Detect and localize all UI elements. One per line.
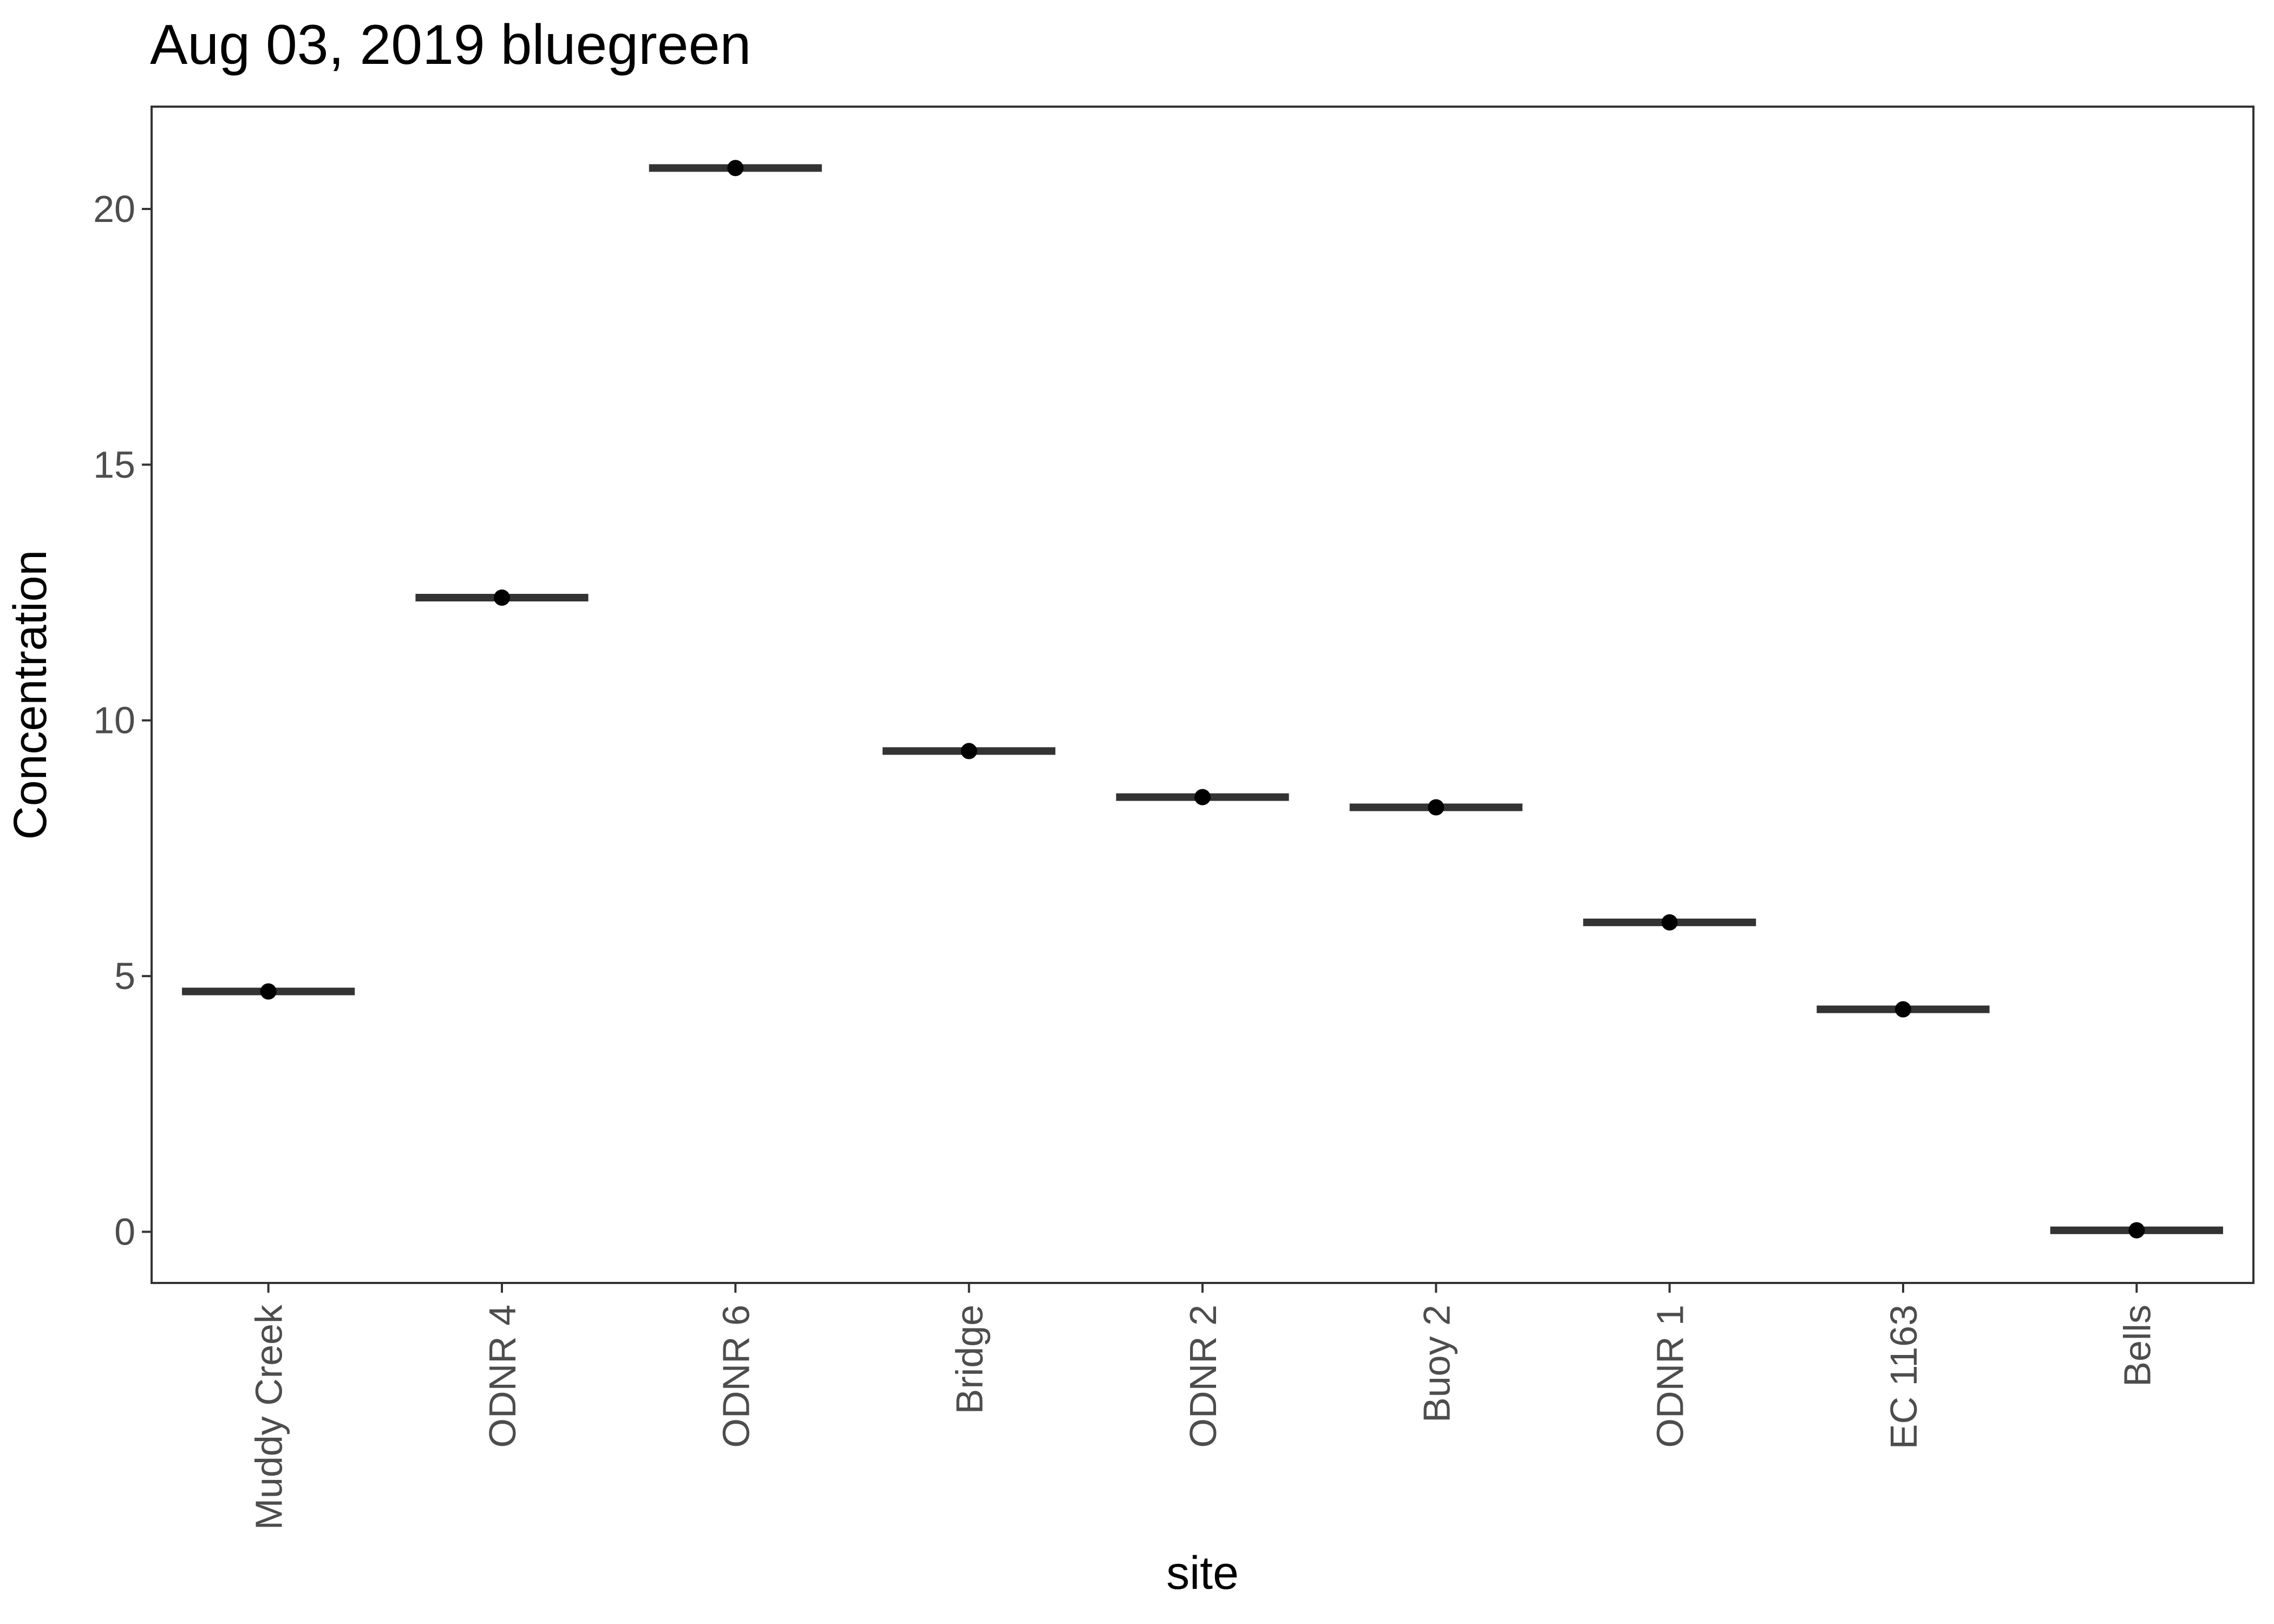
y-tick-label: 10 — [93, 699, 135, 742]
x-tick-label: Bells — [2116, 1305, 2158, 1387]
x-tick-label: EC 1163 — [1883, 1305, 1925, 1449]
x-axis: Muddy Creek ODNR 4 ODNR 6 Bridge ODNR 2 Buoy … — [248, 1283, 2158, 1530]
y-tick-label: 20 — [93, 188, 135, 230]
chart-title: Aug 03, 2019 bluegreen — [150, 14, 751, 76]
x-tick-label: ODNR 1 — [1649, 1305, 1691, 1448]
data-point — [260, 983, 277, 1000]
x-tick-label: ODNR 2 — [1182, 1305, 1224, 1448]
data-point — [494, 589, 510, 606]
data-marks — [182, 160, 2223, 1239]
data-point — [960, 743, 977, 759]
x-axis-title: site — [1166, 1547, 1239, 1599]
data-point — [1194, 789, 1211, 806]
data-point — [2128, 1222, 2145, 1239]
y-axis: 0 5 10 15 20 — [93, 188, 152, 1253]
data-point — [1895, 1001, 1911, 1018]
x-tick-label: Bridge — [949, 1305, 991, 1414]
y-axis-title: Concentration — [4, 550, 56, 840]
y-tick-label: 15 — [93, 443, 135, 486]
data-point — [1428, 799, 1445, 816]
data-point — [727, 160, 744, 176]
y-tick-label: 0 — [114, 1211, 135, 1253]
x-tick-label: ODNR 4 — [481, 1305, 524, 1448]
data-point — [1661, 914, 1678, 931]
x-tick-label: Muddy Creek — [248, 1304, 290, 1530]
x-tick-label: Buoy 2 — [1415, 1305, 1458, 1423]
y-tick-label: 5 — [114, 955, 135, 997]
plot-panel — [151, 106, 2255, 1284]
x-tick-label: ODNR 6 — [715, 1305, 757, 1448]
